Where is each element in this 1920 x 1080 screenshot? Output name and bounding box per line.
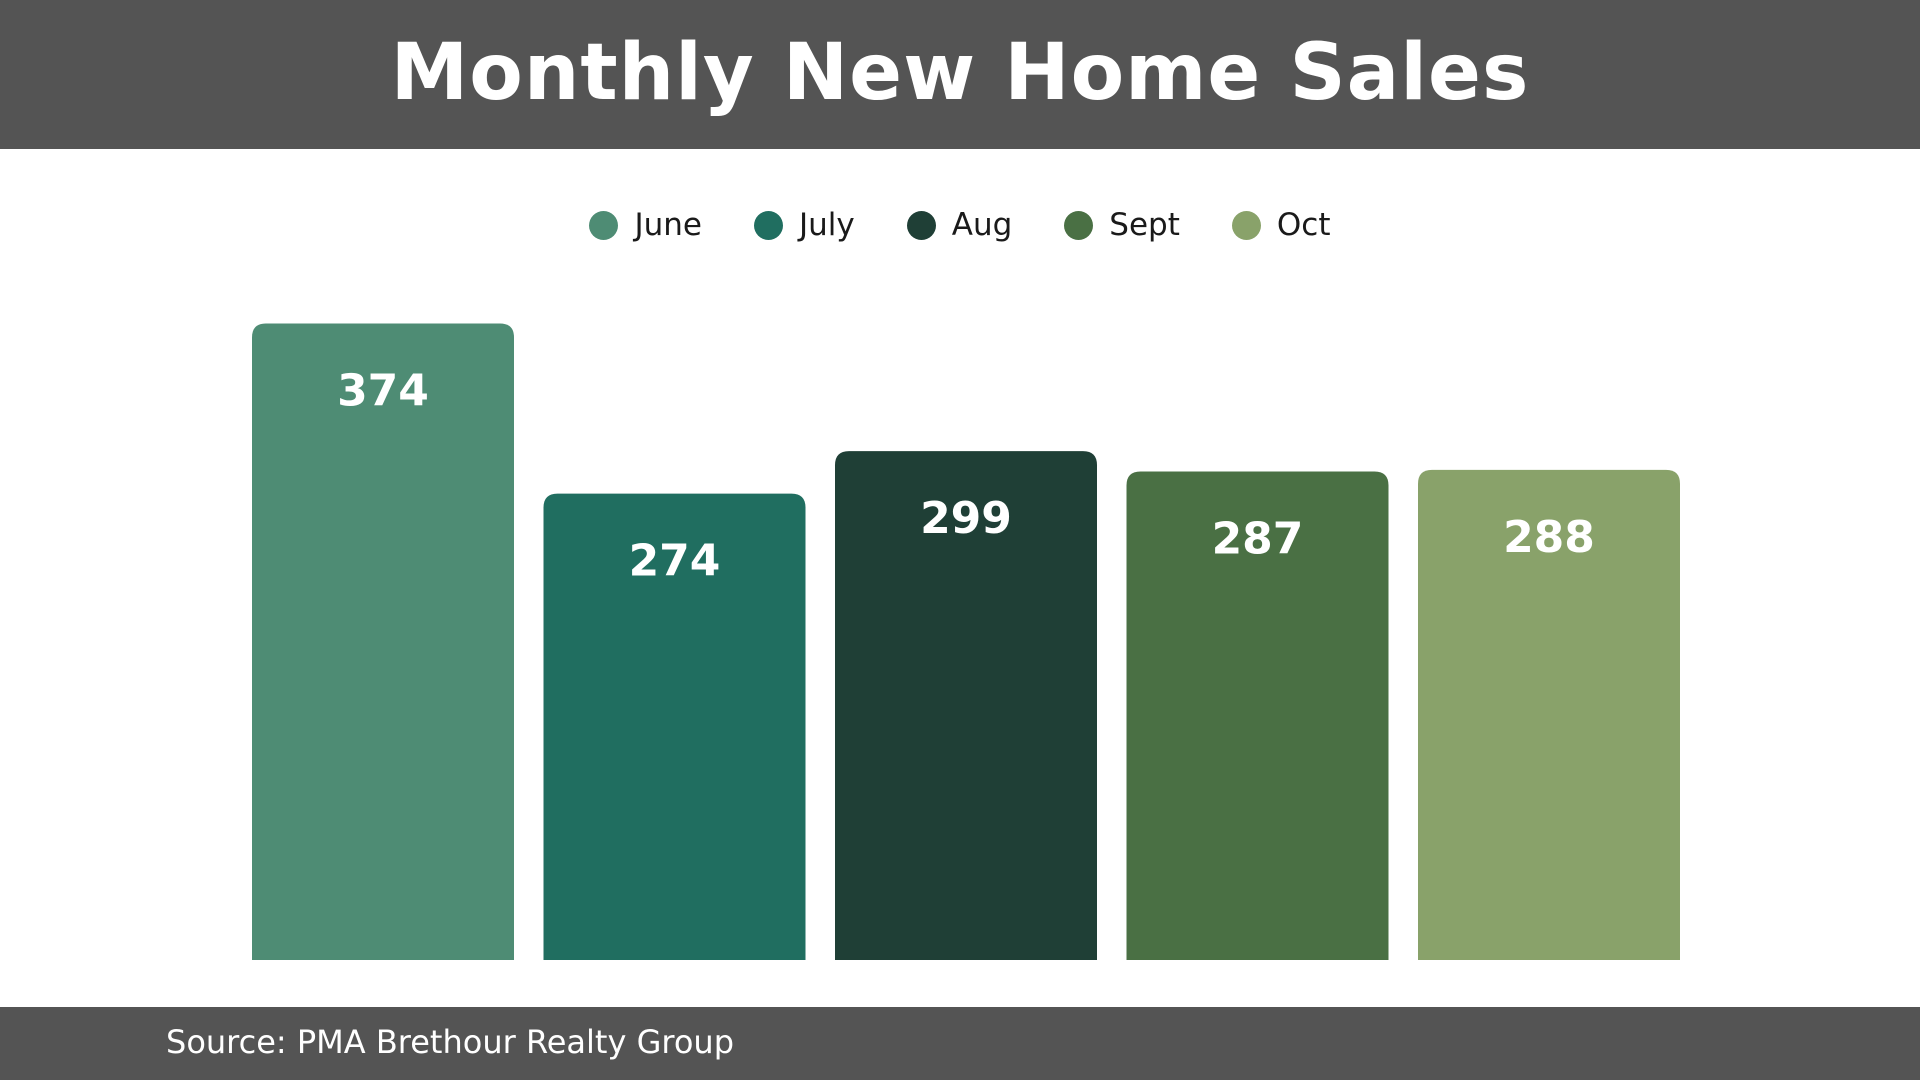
bar-aug bbox=[835, 451, 1097, 960]
legend-label-aug: Aug bbox=[951, 207, 1013, 243]
legend-label-oct: Oct bbox=[1276, 207, 1331, 243]
legend-dot-sept bbox=[1064, 210, 1094, 240]
legend-item-sept: Sept bbox=[1064, 207, 1180, 243]
bar-july bbox=[543, 493, 806, 960]
bar-oct bbox=[1418, 469, 1680, 960]
legend-dot-oct bbox=[1231, 210, 1261, 240]
legend-dot-july bbox=[754, 210, 783, 240]
legend-dot-aug bbox=[906, 210, 936, 240]
legend-item-oct: Oct bbox=[1231, 207, 1331, 243]
footer-bar: Source: PMA Brethour Realty Group bbox=[0, 1007, 1920, 1080]
legend-label-june: June bbox=[634, 207, 702, 243]
legend-label-july: July bbox=[799, 207, 855, 243]
data-label-oct: 288 bbox=[1503, 512, 1595, 563]
legend: June July Aug Sept Oct bbox=[0, 200, 1920, 250]
chart-title: Monthly New Home Sales bbox=[390, 27, 1530, 118]
data-label-july: 274 bbox=[629, 536, 721, 587]
legend-item-july: July bbox=[754, 207, 855, 243]
source-note: Source: PMA Brethour Realty Group bbox=[166, 1023, 734, 1061]
legend-label-sept: Sept bbox=[1109, 207, 1180, 243]
data-label-aug: 299 bbox=[920, 493, 1012, 544]
data-label-sept: 287 bbox=[1212, 514, 1304, 565]
bar-june bbox=[252, 323, 514, 961]
legend-dot-june bbox=[589, 210, 619, 240]
data-label-june: 374 bbox=[337, 365, 429, 416]
legend-item-aug: Aug bbox=[906, 207, 1013, 243]
header-bar: Monthly New Home Sales bbox=[0, 0, 1920, 149]
bar-sept bbox=[1126, 471, 1389, 960]
legend-item-june: June bbox=[589, 207, 702, 243]
